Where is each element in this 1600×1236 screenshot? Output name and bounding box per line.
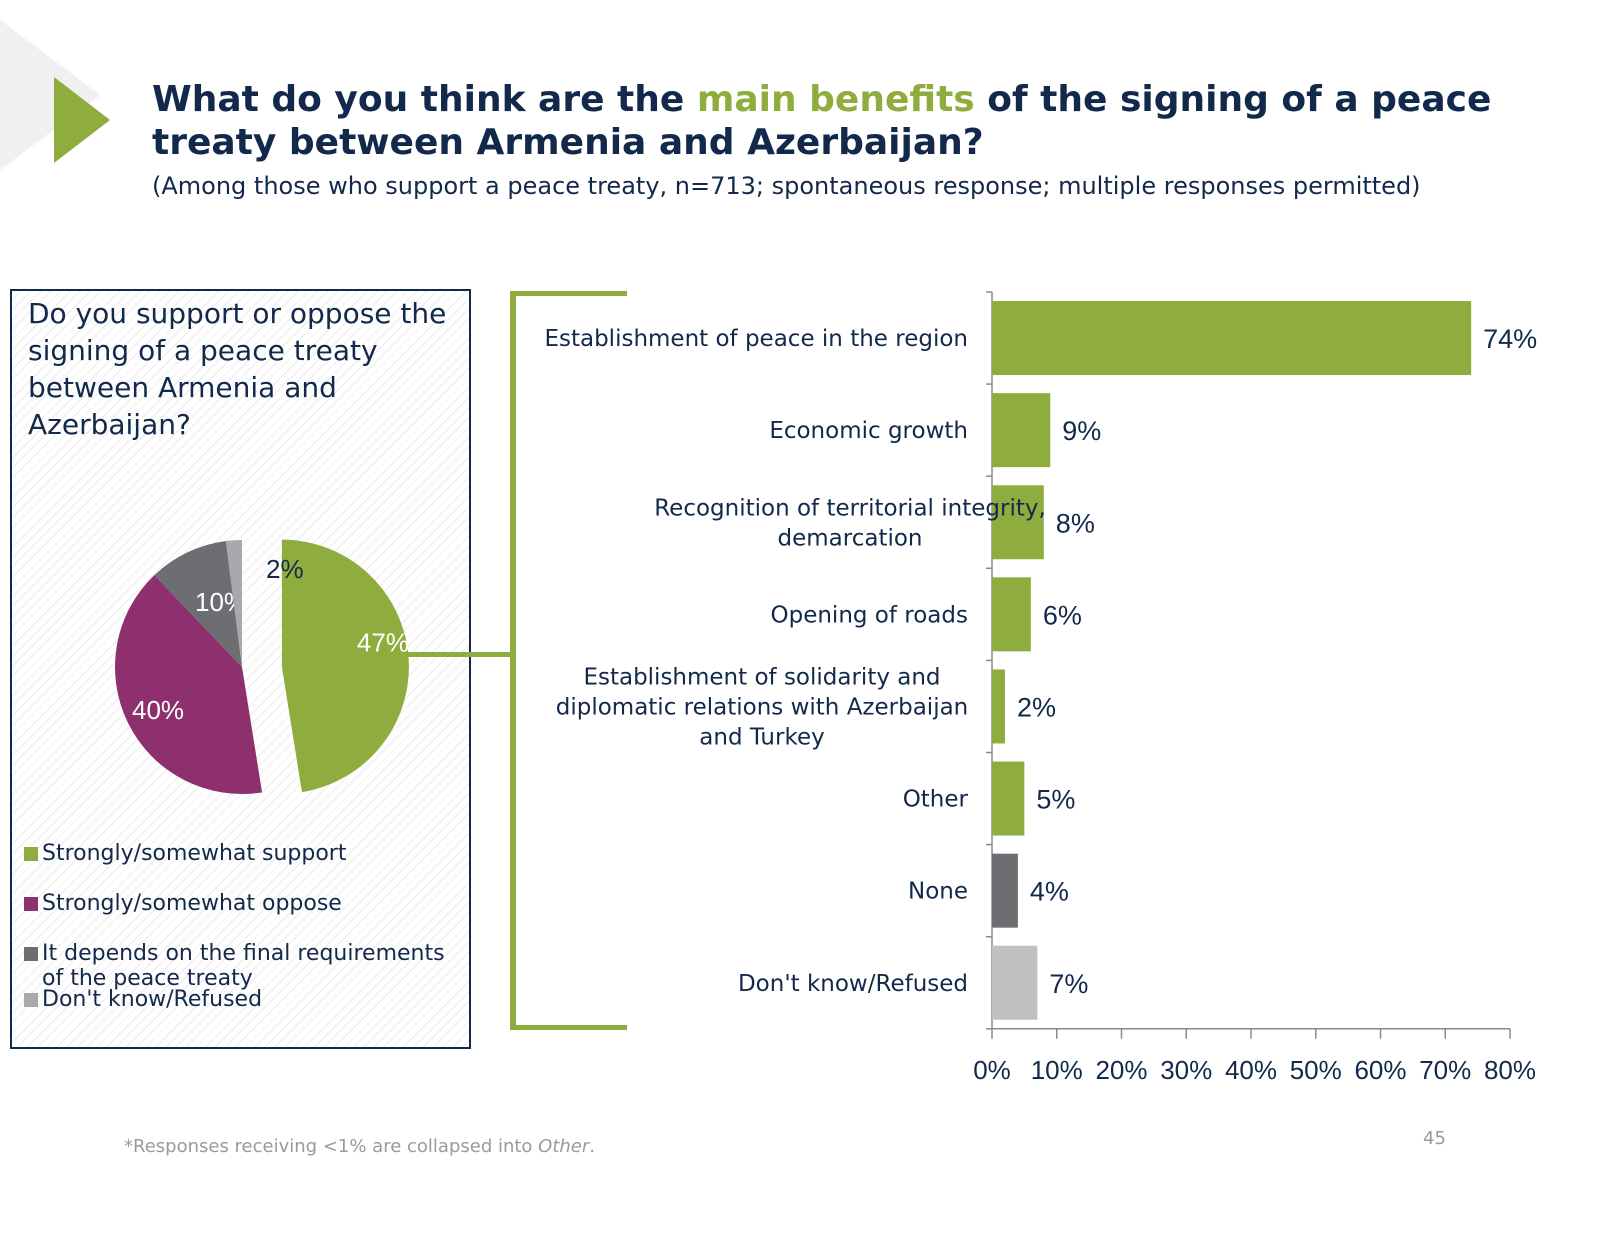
legend-swatch (24, 847, 38, 861)
pie-label-0: 47% (357, 628, 409, 658)
bar-0 (992, 301, 1472, 376)
legend-item-0: Strongly/somewhat support (24, 841, 346, 866)
title-text-2: of the signing of a peace treaty between… (152, 79, 1492, 163)
bar-7 (992, 945, 1038, 1020)
category-label: Establishment of peace in the region (544, 326, 968, 352)
connector-line (408, 652, 514, 657)
category-label: Recognition of territorial integrity, dem… (654, 495, 1046, 551)
x-tick-label: 70% (1419, 1055, 1471, 1085)
legend-swatch (24, 897, 38, 911)
bar-value-label: 9% (1062, 416, 1101, 446)
legend-item-2: It depends on the final requirements of … (24, 941, 464, 991)
pie-label-3: 2% (266, 554, 304, 584)
title-arrow-icon (54, 77, 110, 163)
x-tick-label: 50% (1290, 1055, 1342, 1085)
bar-value-label: 4% (1030, 877, 1069, 907)
pie-label-1: 40% (132, 695, 184, 725)
bar-value-label: 7% (1049, 969, 1088, 999)
bar-3 (992, 577, 1031, 652)
title-highlight: main benefits (696, 79, 975, 120)
legend-label: It depends on the final requirements of … (42, 941, 445, 991)
footnote-italic: Other (538, 1136, 590, 1157)
bar-4 (992, 669, 1005, 744)
bar-value-label: 2% (1017, 692, 1056, 722)
bar-value-label: 5% (1036, 785, 1075, 815)
title-text-1: What do you think are the (152, 79, 697, 120)
support-pie-chart: 47%40%10%2% (115, 539, 409, 794)
pie-slice-1 (115, 575, 263, 794)
x-tick-label: 60% (1354, 1055, 1406, 1085)
bracket-vertical (510, 291, 516, 1030)
pie-slice-0 (281, 539, 409, 793)
footnote: *Responses receiving <1% are collapsed i… (124, 1136, 595, 1157)
legend-label: Don't know/Refused (42, 987, 263, 1012)
category-label: Don't know/Refused (738, 971, 968, 997)
page-number: 45 (1423, 1128, 1446, 1149)
footnote-suffix: . (589, 1136, 596, 1157)
pie-chart-title: Do you support or oppose the signing of … (28, 297, 447, 441)
legend-item-3: Don't know/Refused (24, 987, 262, 1012)
x-tick-label: 80% (1484, 1055, 1536, 1085)
bar-value-label: 6% (1043, 600, 1082, 630)
legend-label: Strongly/somewhat support (42, 841, 347, 866)
category-label: Opening of roads (771, 602, 969, 628)
support-question-panel: Do you support or oppose the signing of … (10, 289, 471, 1049)
category-label: Economic growth (769, 418, 968, 444)
category-label-line: diplomatic relations with Azerbaijan (556, 694, 969, 720)
category-label-line: and Turkey (699, 724, 824, 750)
bar-1 (992, 393, 1051, 468)
bracket-top (510, 291, 627, 296)
legend-swatch (24, 993, 38, 1007)
x-tick-label: 10% (1031, 1055, 1083, 1085)
pie-slice-3 (225, 540, 242, 667)
x-tick-label: 20% (1095, 1055, 1147, 1085)
bar-6 (992, 853, 1018, 928)
benefits-bar-chart: 74% Establishment of peace in the region 9… (544, 291, 1537, 1085)
pie-slice-2 (154, 541, 242, 667)
category-label-line: Establishment of solidarity and (583, 664, 940, 690)
legend-item-1: Strongly/somewhat oppose (24, 891, 342, 916)
legend-label: Strongly/somewhat oppose (42, 891, 342, 916)
footnote-text: *Responses receiving <1% are collapsed i… (124, 1136, 539, 1157)
category-label: Establishment of solidarity and diplomati… (556, 664, 969, 750)
x-tick-label: 30% (1160, 1055, 1212, 1085)
bracket-bottom (510, 1025, 627, 1030)
bar-2 (992, 485, 1044, 560)
page-subtitle: (Among those who support a peace treaty,… (152, 172, 1421, 200)
page-title: What do you think are the main benefits … (152, 78, 1502, 164)
x-tick-label: 40% (1225, 1055, 1277, 1085)
bar-value-label: 8% (1056, 508, 1095, 538)
category-label: Other (903, 787, 969, 813)
category-label-line: demarcation (778, 525, 923, 551)
legend-swatch (24, 947, 38, 961)
category-label: None (908, 879, 968, 905)
category-label-line: Recognition of territorial integrity, (654, 495, 1046, 521)
x-tick-label: 0% (973, 1055, 1011, 1085)
bar-value-label: 74% (1483, 324, 1537, 354)
bar-5 (992, 761, 1025, 836)
